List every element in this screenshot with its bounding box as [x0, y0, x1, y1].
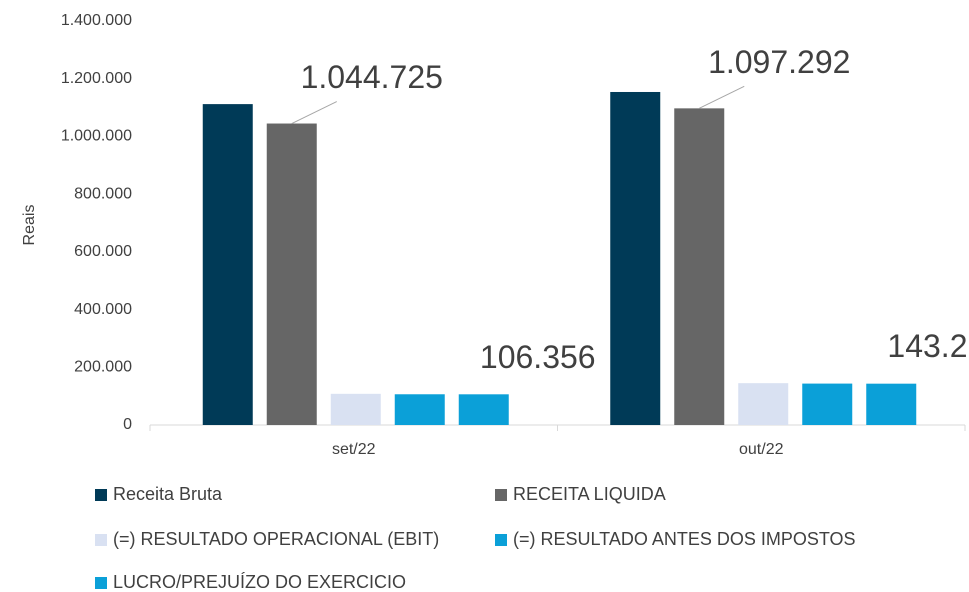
y-tick-label: 200.000	[74, 359, 132, 376]
bar	[458, 394, 509, 425]
leader-line	[291, 101, 337, 124]
bar	[330, 393, 381, 425]
y-tick-label: 1.000.000	[61, 128, 132, 145]
data-label: 106.356	[480, 339, 596, 375]
y-axis-label: Reais	[21, 205, 38, 246]
legend-label: (=) RESULTADO ANTES DOS IMPOSTOS	[513, 529, 856, 549]
y-tick-label: 1.200.000	[61, 70, 132, 87]
bar	[394, 394, 445, 425]
bar	[266, 123, 317, 425]
data-label: 143.212	[887, 328, 969, 364]
y-tick-label: 600.000	[74, 243, 132, 260]
bar	[610, 91, 661, 425]
bar	[738, 383, 789, 425]
data-label: 1.097.292	[708, 44, 850, 80]
y-tick-label: 0	[123, 416, 132, 433]
legend-swatch	[95, 534, 107, 546]
x-tick-label: out/22	[739, 441, 784, 458]
data-label: 1.044.725	[301, 59, 443, 95]
legend-label: LUCRO/PREJUÍZO DO EXERCICIO	[113, 572, 406, 592]
y-tick-label: 800.000	[74, 185, 132, 202]
bar	[202, 104, 253, 425]
bar	[674, 108, 725, 426]
legend-label: RECEITA LIQUIDA	[513, 484, 666, 504]
legend-swatch	[95, 489, 107, 501]
legend-label: Receita Bruta	[113, 484, 223, 504]
bar	[802, 383, 853, 425]
y-tick-label: 1.400.000	[61, 12, 132, 29]
leader-line	[699, 85, 745, 109]
legend-label: (=) RESULTADO OPERACIONAL (EBIT)	[113, 529, 439, 549]
x-tick-label: set/22	[332, 441, 376, 458]
legend-swatch	[495, 489, 507, 501]
legend-swatch	[495, 534, 507, 546]
bar	[866, 383, 917, 425]
y-tick-label: 400.000	[74, 301, 132, 318]
legend-swatch	[95, 577, 107, 589]
